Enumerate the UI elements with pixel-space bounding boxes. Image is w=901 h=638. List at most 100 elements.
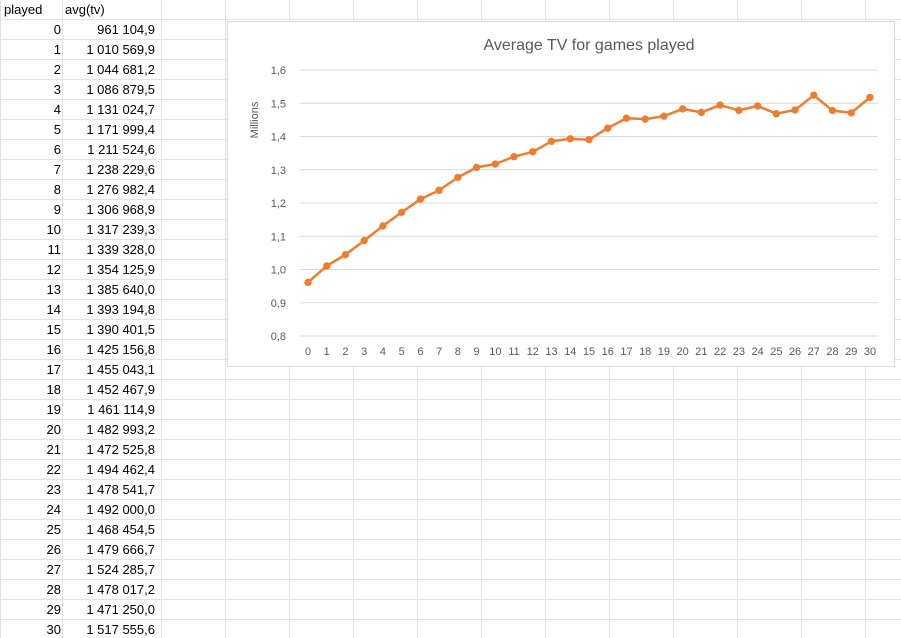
data-point[interactable] (791, 106, 799, 114)
data-point[interactable] (716, 101, 724, 109)
cell-played[interactable]: 27 (46, 562, 61, 577)
cell-avg-tv[interactable]: 1 472 525,8 (86, 442, 155, 457)
cell-avg-tv[interactable]: 1 131 024,7 (86, 102, 155, 117)
cell-avg-tv[interactable]: 1 339 328,0 (86, 242, 155, 257)
cell-played[interactable]: 23 (46, 482, 61, 497)
cell-played[interactable]: 14 (46, 302, 61, 317)
cell-avg-tv[interactable]: 1 044 681,2 (86, 62, 155, 77)
cell-avg-tv[interactable]: 1 385 640,0 (86, 282, 155, 297)
data-point[interactable] (622, 114, 631, 122)
cell-played[interactable]: 2 (53, 62, 61, 77)
cell-played[interactable]: 30 (46, 622, 61, 637)
cell-played[interactable]: 6 (53, 142, 61, 157)
chart-panel[interactable]: Average TV for games played Millions 0,8 0,… (227, 21, 895, 367)
data-point[interactable] (810, 91, 818, 99)
cell-avg-tv[interactable]: 1 524 285,7 (86, 562, 155, 577)
cell-played[interactable]: 4 (53, 102, 61, 117)
data-point[interactable] (697, 108, 706, 117)
data-point[interactable] (547, 137, 556, 145)
data-point[interactable] (753, 102, 762, 110)
cell-played[interactable]: 19 (46, 402, 61, 417)
cell-avg-tv[interactable]: 1 455 043,1 (86, 362, 155, 377)
cell-played[interactable]: 17 (46, 362, 61, 377)
data-point[interactable] (866, 93, 874, 102)
cell-avg-tv[interactable]: 1 390 401,5 (86, 322, 155, 337)
cell-played[interactable]: 20 (46, 422, 61, 437)
data-point[interactable] (397, 208, 406, 217)
cell-played[interactable]: 3 (53, 82, 61, 97)
cell-played[interactable]: 26 (46, 542, 61, 557)
cell-avg-tv[interactable]: 1 354 125,9 (86, 262, 155, 277)
data-point[interactable] (641, 115, 649, 123)
cell-avg-tv[interactable]: 1 468 454,5 (86, 522, 155, 537)
cell-avg-tv[interactable]: 1 425 156,8 (86, 342, 155, 357)
cell-played[interactable]: 25 (46, 522, 61, 537)
cell-played[interactable]: 16 (46, 342, 61, 357)
cell-avg-tv[interactable]: 1 010 569,9 (86, 42, 155, 57)
cell-played[interactable]: 13 (46, 282, 61, 297)
data-point[interactable] (510, 152, 518, 161)
cell-played[interactable]: 12 (46, 262, 61, 277)
cell-played[interactable]: 8 (53, 182, 61, 197)
data-point[interactable] (585, 135, 593, 144)
cell-avg-tv[interactable]: 1 211 524,6 (87, 142, 155, 157)
header-played[interactable]: played (4, 2, 43, 17)
cell-played[interactable]: 0 (53, 22, 61, 37)
data-point[interactable] (847, 109, 855, 117)
cell-avg-tv[interactable]: 1 471 250,0 (86, 602, 155, 617)
data-point[interactable] (566, 135, 574, 143)
cell-avg-tv[interactable]: 1 478 541,7 (86, 482, 155, 497)
cell-played[interactable]: 29 (46, 602, 61, 617)
data-point[interactable] (678, 105, 687, 113)
data-point[interactable] (360, 236, 368, 245)
data-point[interactable] (454, 173, 462, 182)
cell-avg-tv[interactable]: 1 171 999,4 (86, 122, 155, 137)
cell-avg-tv[interactable]: 1 478 017,2 (86, 582, 155, 597)
data-point[interactable] (416, 195, 425, 203)
cell-played[interactable]: 7 (53, 162, 61, 177)
cell-played[interactable]: 15 (46, 322, 61, 337)
cell-avg-tv[interactable]: 1 393 194,8 (86, 302, 155, 317)
data-point[interactable] (472, 163, 481, 172)
cell-avg-tv[interactable]: 1 494 462,4 (86, 462, 155, 477)
cell-played[interactable]: 28 (46, 582, 61, 597)
cell-played[interactable]: 21 (46, 442, 61, 457)
data-point[interactable] (604, 124, 612, 132)
cell-avg-tv[interactable]: 1 461 114,9 (87, 402, 155, 417)
cell-avg-tv[interactable]: 1 479 666,7 (86, 542, 155, 557)
cell-played[interactable]: 5 (53, 122, 61, 137)
y-axis-label[interactable]: Millions (249, 101, 261, 138)
cell-avg-tv[interactable]: 1 238 229,6 (86, 162, 155, 177)
cell-played[interactable]: 9 (53, 202, 61, 217)
cell-played[interactable]: 22 (46, 462, 61, 477)
data-point[interactable] (323, 262, 331, 270)
data-point[interactable] (828, 106, 837, 115)
cell-played[interactable]: 10 (46, 222, 61, 237)
data-point[interactable] (341, 250, 350, 259)
cell-played[interactable]: 1 (53, 42, 61, 57)
data-point[interactable] (304, 278, 312, 287)
cell-played[interactable]: 18 (46, 382, 61, 397)
series-line[interactable] (307, 93, 871, 284)
data-point[interactable] (772, 110, 781, 118)
cell-avg-tv[interactable]: 1 306 968,9 (86, 202, 155, 217)
header-avg-tv[interactable]: avg(tv) (65, 2, 105, 17)
cell-avg-tv[interactable]: 961 104,9 (97, 22, 155, 37)
cell-avg-tv[interactable]: 1 492 000,0 (86, 502, 155, 517)
data-point[interactable] (435, 186, 443, 194)
chart-title[interactable]: Average TV for games played (483, 37, 694, 54)
cell-avg-tv[interactable]: 1 482 993,2 (86, 422, 155, 437)
data-point[interactable] (379, 222, 387, 230)
cell-played[interactable]: 24 (46, 502, 61, 517)
cell-avg-tv[interactable]: 1 276 982,4 (86, 182, 155, 197)
data-point[interactable] (491, 160, 500, 168)
cell-avg-tv[interactable]: 1 517 555,6 (86, 622, 155, 637)
cell-played[interactable]: 11 (47, 242, 62, 257)
cell-avg-tv[interactable]: 1 452 467,9 (86, 382, 155, 397)
data-point[interactable] (529, 148, 537, 156)
data-point[interactable] (735, 106, 743, 115)
cell-avg-tv[interactable]: 1 086 879,5 (86, 82, 155, 97)
cell-avg-tv[interactable]: 1 317 239,3 (86, 222, 155, 237)
data-point[interactable] (660, 112, 668, 120)
